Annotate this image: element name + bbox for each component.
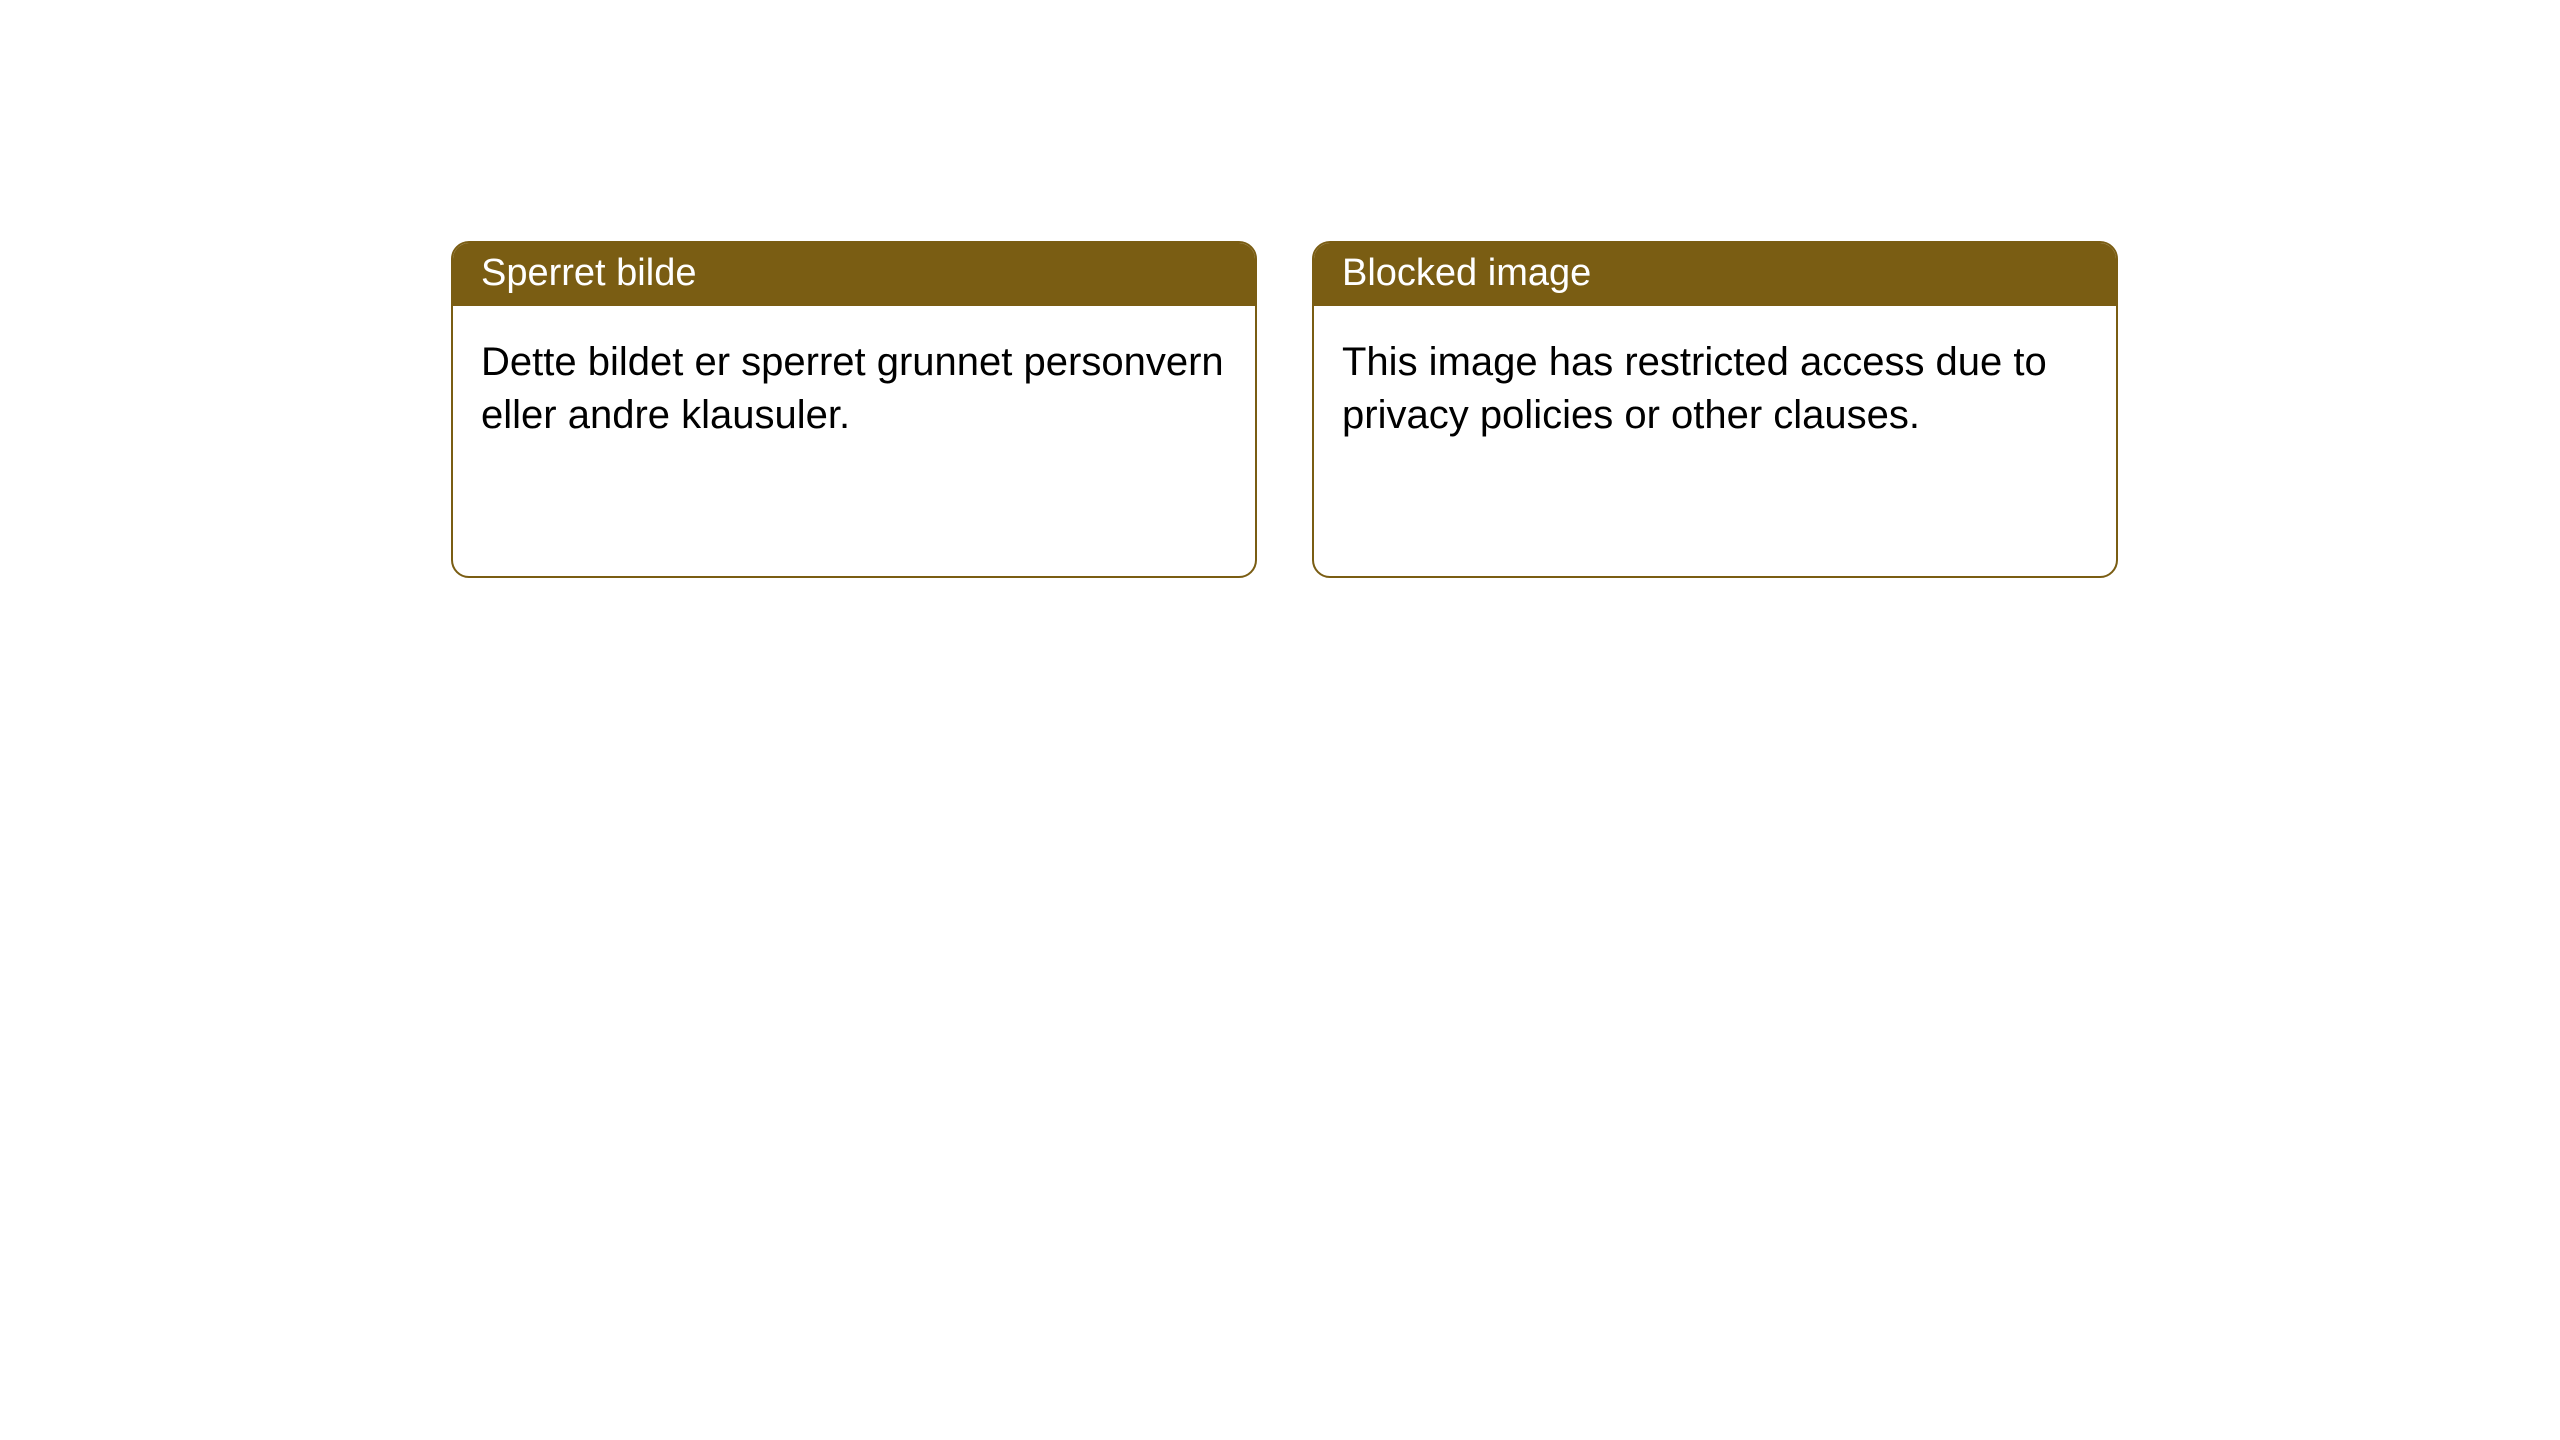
notice-body-norwegian: Dette bildet er sperret grunnet personve… [453, 306, 1255, 472]
notice-card-english: Blocked image This image has restricted … [1312, 241, 2118, 578]
notice-card-norwegian: Sperret bilde Dette bildet er sperret gr… [451, 241, 1257, 578]
notice-cards-container: Sperret bilde Dette bildet er sperret gr… [451, 241, 2118, 578]
notice-body-english: This image has restricted access due to … [1314, 306, 2116, 472]
notice-header-norwegian: Sperret bilde [453, 243, 1255, 306]
notice-header-english: Blocked image [1314, 243, 2116, 306]
